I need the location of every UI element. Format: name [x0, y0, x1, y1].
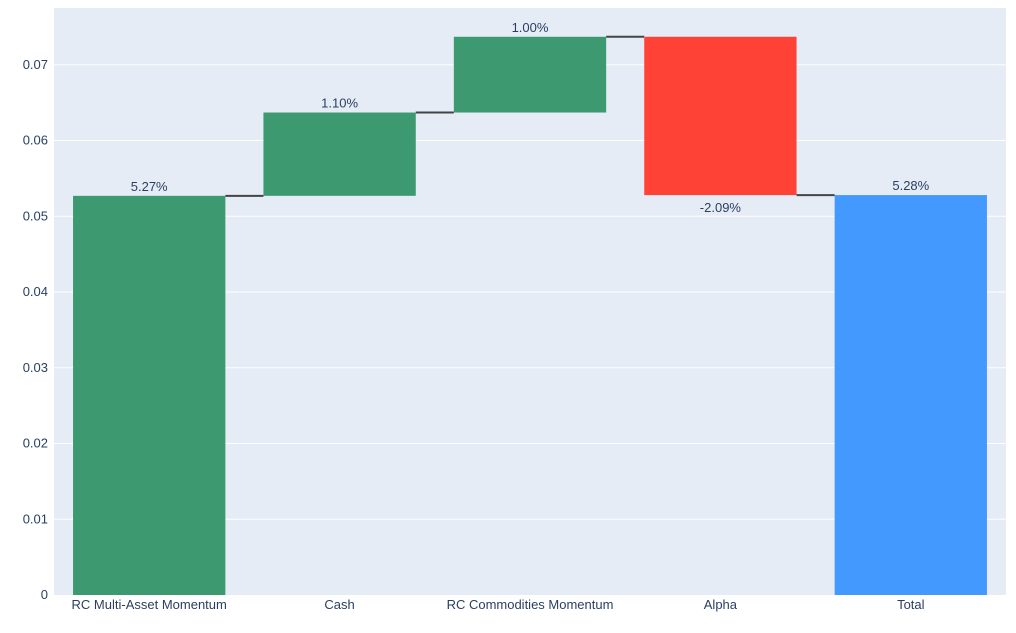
data-label: 1.10% — [321, 96, 358, 111]
x-tick-label: RC Multi-Asset Momentum — [72, 597, 227, 612]
data-label: 1.00% — [512, 20, 549, 35]
y-axis-ticks: 0 0.01 0.02 0.03 0.04 0.05 0.06 0.07 — [23, 57, 48, 602]
y-tick-label: 0.07 — [23, 57, 48, 72]
x-tick-label: Cash — [324, 597, 354, 612]
y-tick-label: 0.06 — [23, 133, 48, 148]
y-tick-label: 0.01 — [23, 511, 48, 526]
data-label: -2.09% — [700, 200, 742, 215]
x-axis-ticks: RC Multi-Asset Momentum Cash RC Commoditie… — [72, 597, 925, 612]
bar-cash — [263, 112, 416, 196]
x-tick-label: RC Commodities Momentum — [447, 597, 614, 612]
data-label: 5.28% — [892, 178, 929, 193]
data-labels: 5.27% 1.10% 1.00% -2.09% 5.28% — [131, 20, 930, 215]
y-tick-label: 0.03 — [23, 360, 48, 375]
bar-rc-commodities-momentum — [453, 36, 607, 113]
y-tick-label: 0 — [41, 587, 48, 602]
bar-alpha — [644, 36, 797, 196]
y-tick-label: 0.05 — [23, 208, 48, 223]
x-tick-label: Total — [897, 597, 925, 612]
x-tick-label: Alpha — [704, 597, 738, 612]
y-tick-label: 0.04 — [23, 284, 48, 299]
y-tick-label: 0.02 — [23, 436, 48, 451]
bars — [73, 36, 987, 595]
bar-total — [834, 195, 987, 595]
bar-rc-multi-asset-momentum — [73, 195, 226, 595]
data-label: 5.27% — [131, 179, 168, 194]
connectors — [225, 35, 835, 197]
